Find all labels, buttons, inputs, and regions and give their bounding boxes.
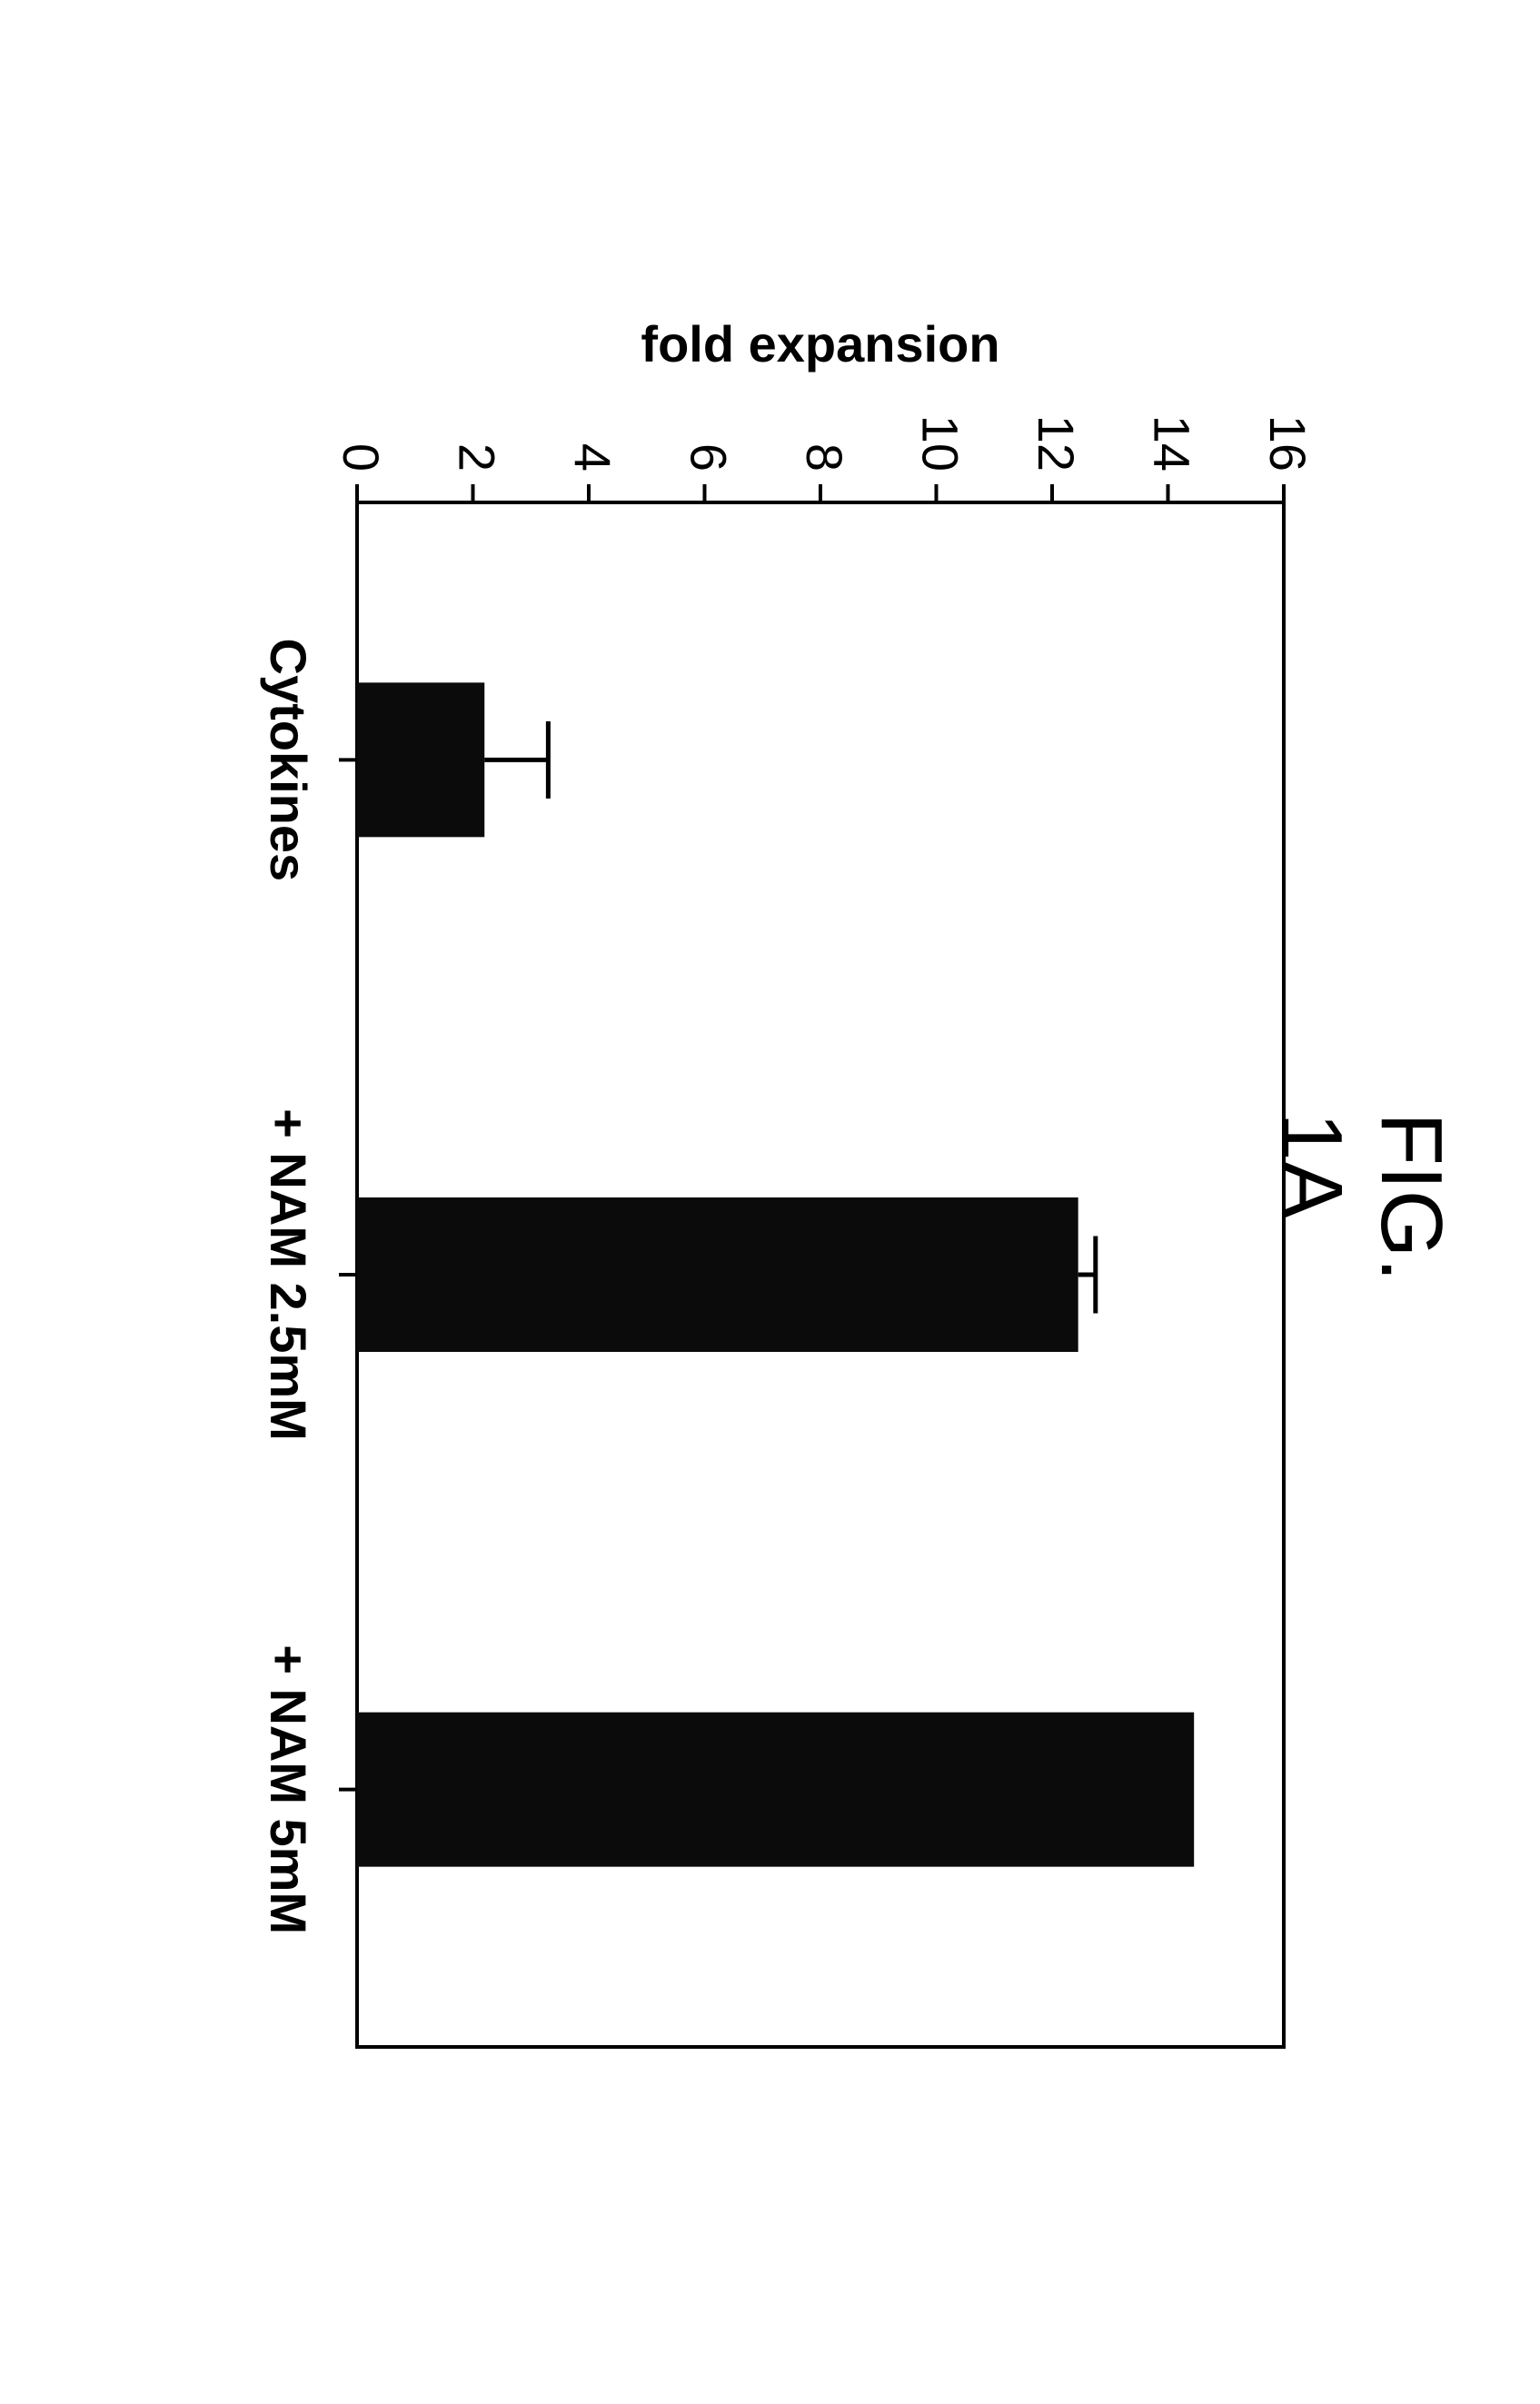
bar: [357, 1713, 1194, 1867]
bar: [357, 682, 484, 837]
figure-caption: FIG. 1A: [1261, 1112, 1461, 1292]
y-tick-label: 12: [1028, 415, 1085, 472]
y-axis-label: fold expansion: [641, 315, 999, 373]
bar-chart: 0 2 4 6 8 10 12 14 16 fold expansion Cytokines + NA…: [203, 248, 1338, 2156]
x-tick-label: + NAM 5mM: [260, 1644, 317, 1934]
x-tick-label: Cytokines: [260, 639, 317, 882]
y-tick-label: 2: [448, 443, 505, 472]
x-tick-label: + NAM 2.5mM: [260, 1108, 317, 1441]
page: 0 2 4 6 8 10 12 14 16 fold expansion Cytokines + NA…: [0, 0, 1540, 2404]
y-tick-label: 6: [680, 443, 737, 472]
y-tick-label: 10: [911, 415, 969, 472]
y-tick-label: 4: [564, 443, 621, 472]
y-tick-label: 16: [1259, 415, 1316, 472]
y-tick-label: 8: [796, 443, 853, 472]
y-tick-label: 14: [1143, 415, 1200, 472]
y-tick-label: 0: [333, 443, 390, 472]
bar: [357, 1197, 1078, 1352]
chart-container: 0 2 4 6 8 10 12 14 16 fold expansion Cytokines + NA…: [203, 248, 1338, 2156]
